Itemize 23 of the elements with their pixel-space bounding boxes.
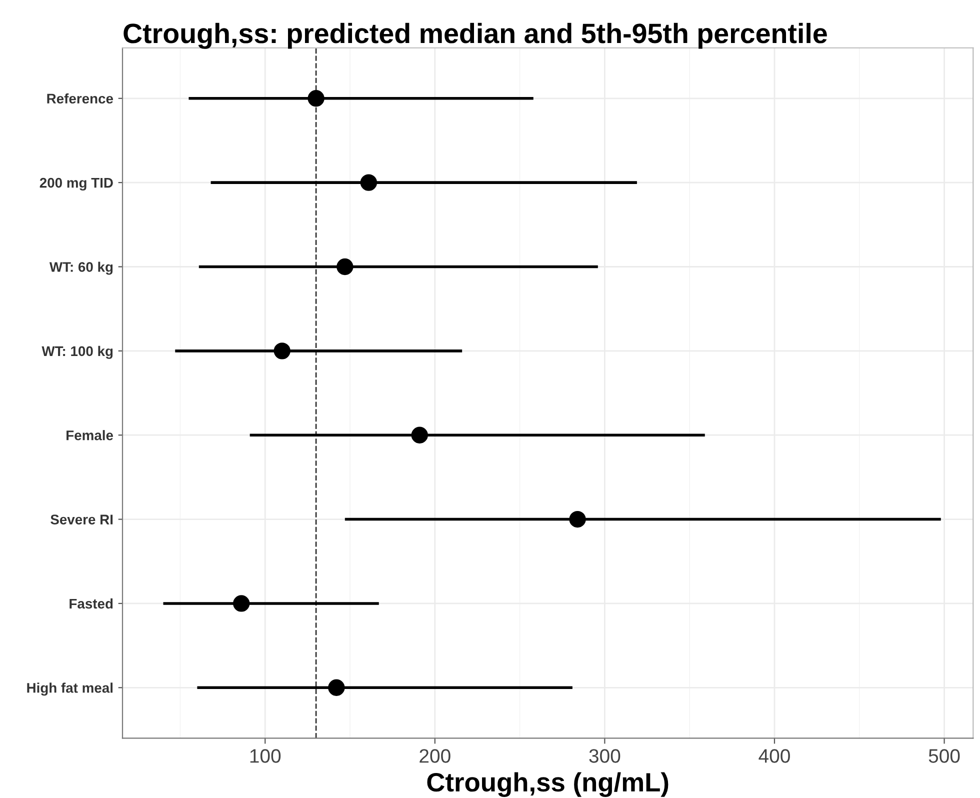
chart-title: Ctrough,ss: predicted median and 5th-95th percentile [124,22,827,49]
point [336,258,354,276]
point [328,679,345,696]
y-tick-label: High fat meal [27,682,112,696]
x-axis-title: Ctrough,ss (ng/mL) [427,772,668,797]
x-tick-label: 100 [250,749,281,763]
y-tick-label: 200 mg TID [40,178,113,191]
y-tick-label: Fasted [70,598,113,609]
x-tick-label: 200 [420,749,450,763]
x-tick-label: 500 [928,749,960,763]
point [360,174,378,191]
y-tick-label: WT: 100 kg [42,346,113,359]
y-tick-label: Severe RI [50,514,113,524]
point [569,510,586,528]
x-tick-label: 300 [589,749,620,763]
y-tick-label: Reference [47,93,114,104]
point [411,426,428,444]
point [274,342,290,360]
point [233,595,250,612]
point [308,90,324,107]
x-tick-label: 400 [758,749,790,763]
y-tick-label: Female [66,430,113,440]
y-tick-label: WT: 60 kg [49,262,113,275]
